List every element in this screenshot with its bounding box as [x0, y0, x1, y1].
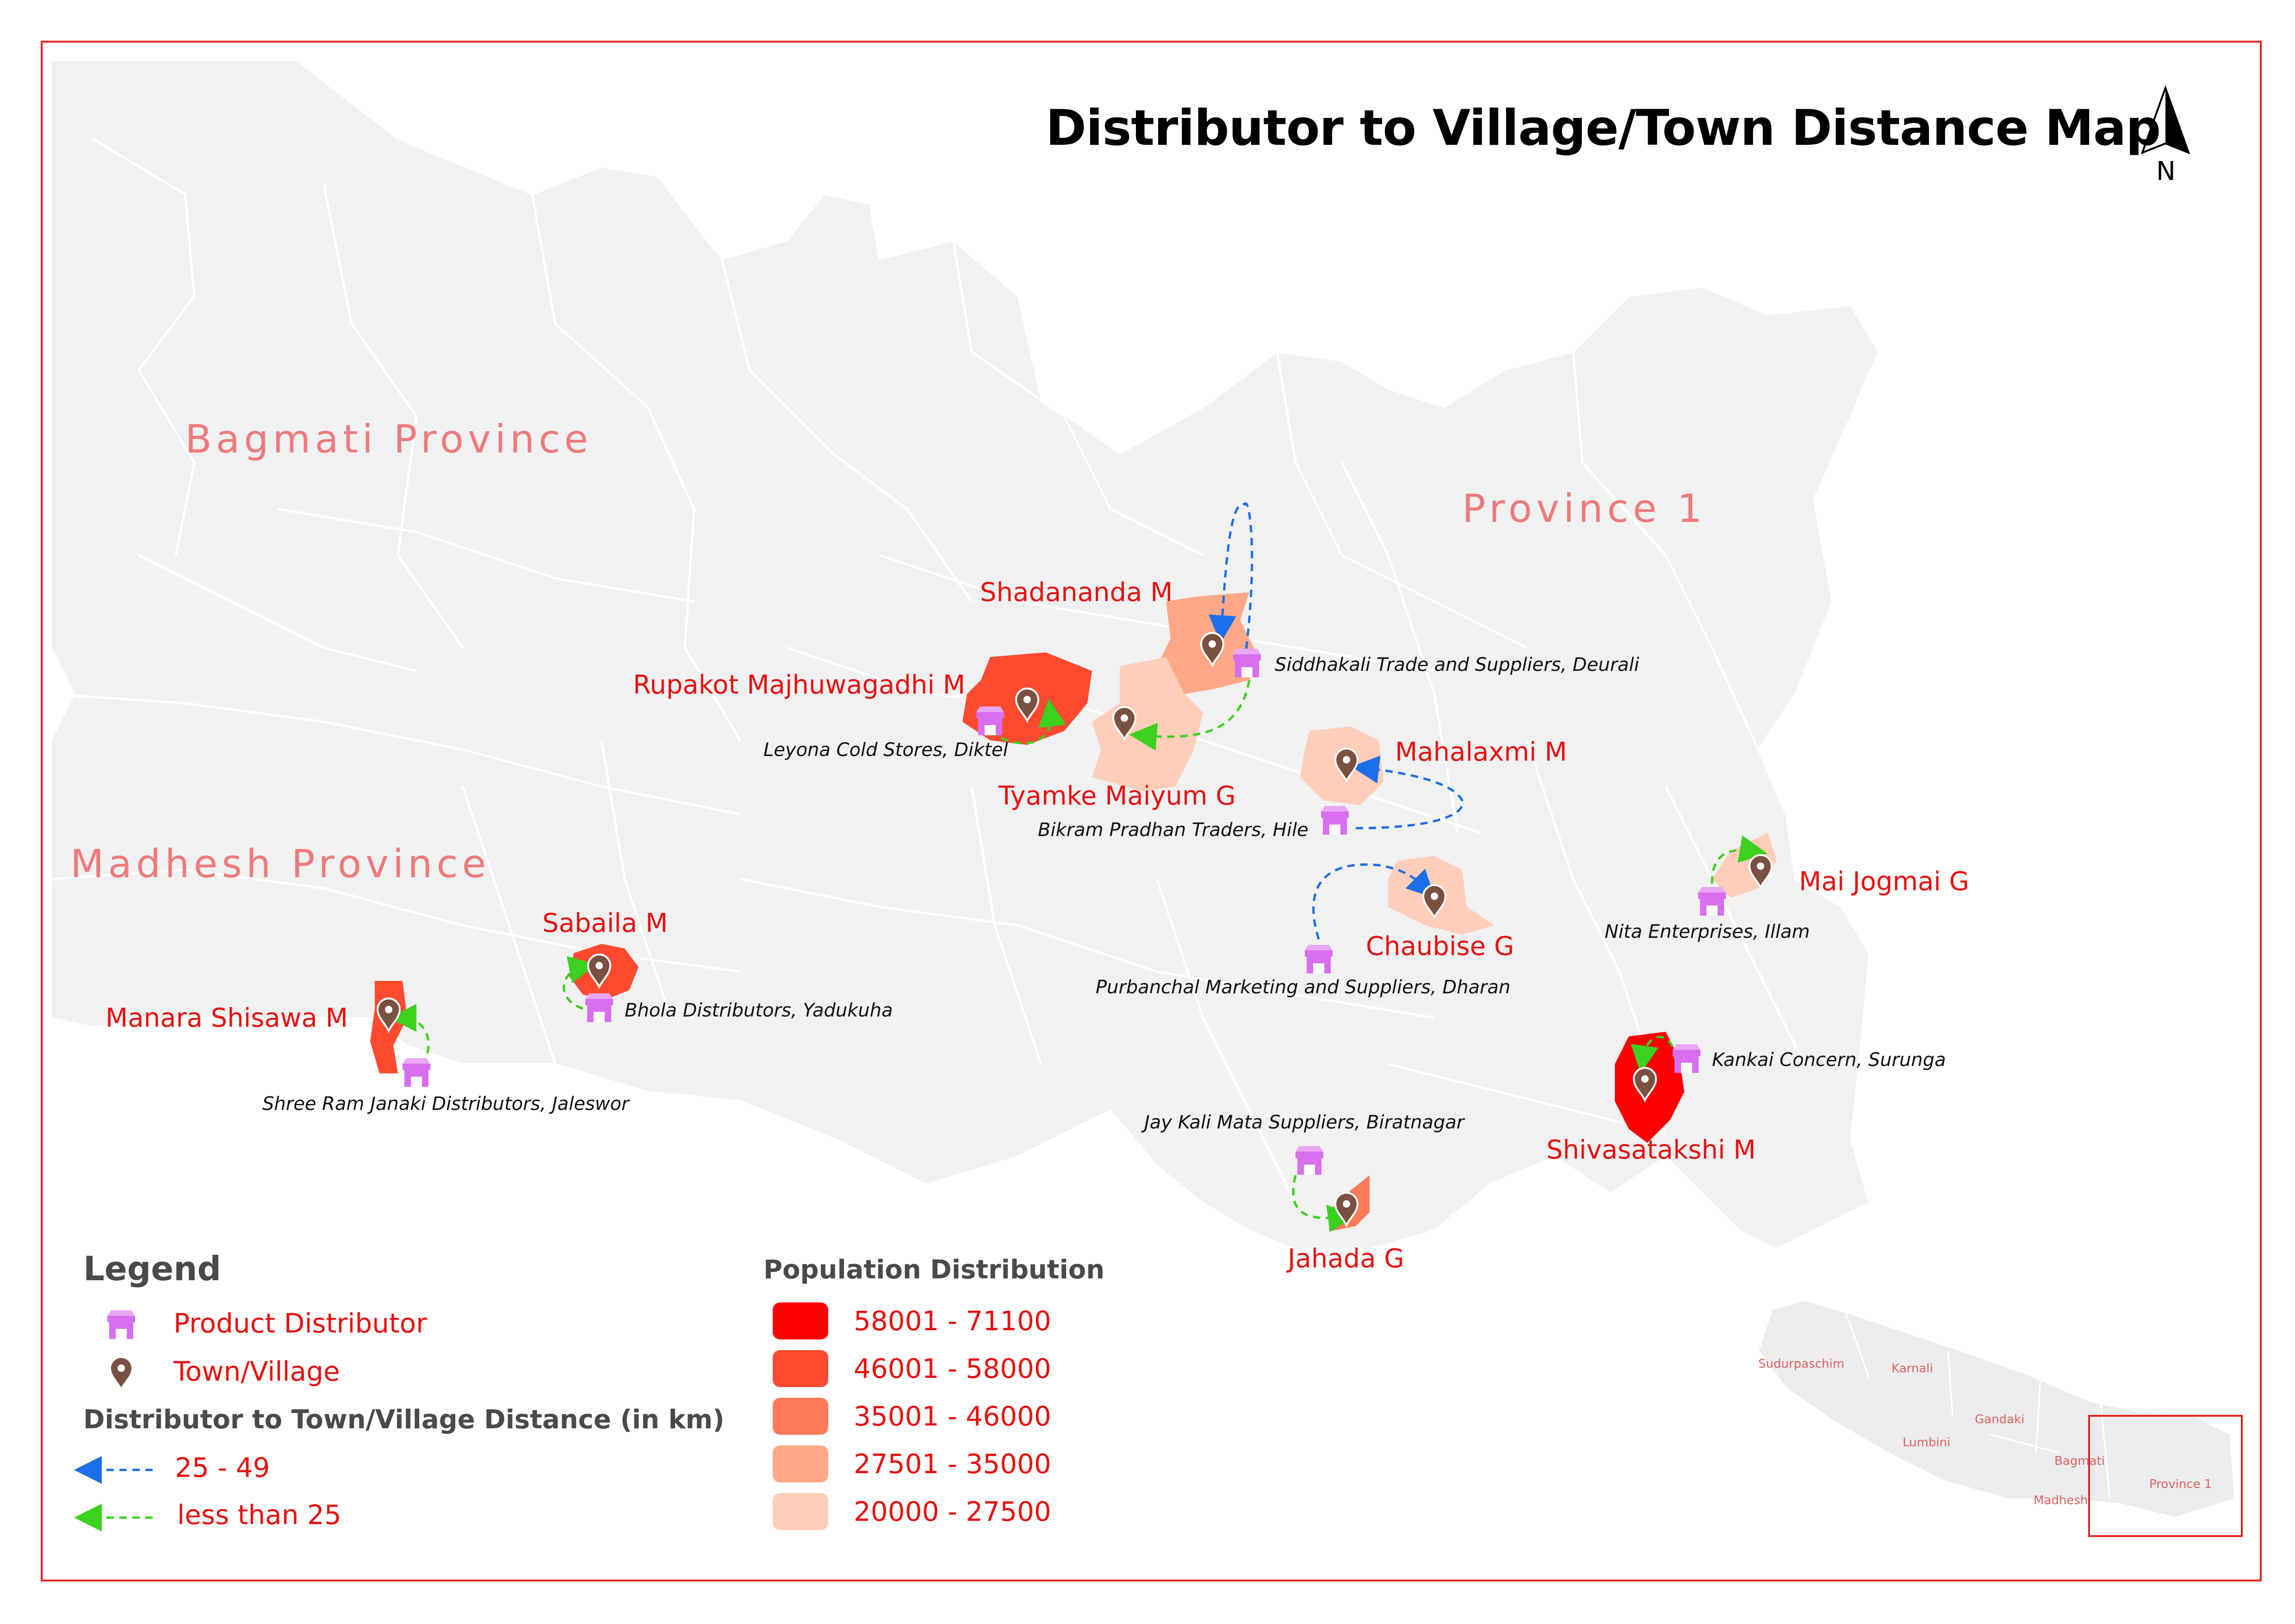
store-icon — [1698, 887, 1726, 916]
distributor-label-leyona: Leyona Cold Stores, Diktel — [763, 739, 1008, 761]
inset-label-sudurpaschim: Sudurpaschim — [1758, 1357, 1844, 1371]
distributor-label-shree-ram: Shree Ram Janaki Distributors, Jaleswor — [262, 1093, 629, 1115]
province-label-madhesh: Madhesh Province — [70, 841, 490, 886]
arrow-shreeram-manara — [389, 1004, 430, 1075]
store-icon — [976, 707, 1004, 735]
population-class-label: 27501 - 35000 — [854, 1448, 1051, 1480]
population-class-label: 35001 - 46000 — [854, 1401, 1051, 1432]
distributor-label-kankai: Kankai Concern, Surunga — [1712, 1049, 1946, 1071]
population-swatch — [773, 1493, 828, 1530]
population-class-label: 58001 - 71100 — [854, 1305, 1051, 1337]
distributor-label-bikram: Bikram Pradhan Traders, Hile — [1038, 819, 1309, 841]
distance-arrows — [389, 502, 1768, 1233]
legend-distance-heading: Distributor to Town/Village Distance (in… — [83, 1405, 725, 1435]
north-label: N — [2156, 156, 2176, 186]
place-label-chaubise: Chaubise G — [1366, 931, 1514, 961]
distributor-label-jay-kali: Jay Kali Mata Suppliers, Biratnagar — [1144, 1112, 1464, 1133]
place-label-shadananda: Shadananda M — [980, 577, 1173, 607]
place-label-sabaila: Sabaila M — [542, 908, 668, 938]
legend-label-near: less than 25 — [177, 1499, 341, 1531]
place-label-mai-jogmai: Mai Jogmai G — [1799, 867, 1969, 897]
population-swatch — [773, 1445, 828, 1482]
population-swatch — [773, 1398, 828, 1435]
map-pin-icon — [109, 1356, 133, 1390]
store-icon — [1296, 1146, 1323, 1175]
inset-label-madhesh: Madhesh — [2034, 1494, 2088, 1507]
arrow-bhola-sabaila — [563, 956, 597, 1010]
base-land — [50, 59, 1880, 1251]
inset-highlight-box — [2088, 1415, 2243, 1537]
population-class-label: 20000 - 27500 — [854, 1496, 1051, 1527]
population-class-label: 46001 - 58000 — [854, 1353, 1051, 1384]
place-label-tyamke: Tyamke Maiyum G — [999, 781, 1236, 811]
inset-map — [1757, 1299, 2243, 1537]
store-icon — [585, 993, 613, 1022]
arrow-siddhakali-tyamke — [1129, 680, 1251, 751]
store-icon — [107, 1310, 135, 1339]
store-icon — [1321, 806, 1349, 835]
place-label-mahalaxmi: Mahalaxmi M — [1395, 737, 1567, 767]
arrow-bikram-mahalaxmi — [1351, 756, 1464, 830]
inset-label-province1: Province 1 — [2149, 1477, 2212, 1491]
distributor-label-purbanchal: Purbanchal Marketing and Suppliers, Dhar… — [1096, 977, 1511, 998]
store-icon — [1305, 945, 1333, 973]
province-label-bagmati: Bagmati Province — [185, 416, 593, 462]
distributor-label-bhola: Bhola Distributors, Yadukuha — [625, 1000, 893, 1021]
store-icon — [1673, 1044, 1700, 1073]
north-arrow-icon — [2140, 85, 2190, 155]
distributor-label-nita: Nita Enterprises, Illam — [1605, 921, 1810, 942]
population-swatch — [773, 1302, 828, 1339]
map-title: Distributor to Village/Town Distance Map — [1046, 99, 2161, 156]
population-swatch — [773, 1350, 828, 1387]
population-heading: Population Distribution — [763, 1255, 1105, 1285]
inset-label-karnali: Karnali — [1892, 1362, 1933, 1376]
province-label-province1: Province 1 — [1462, 486, 1706, 531]
store-icon — [1233, 649, 1261, 677]
inset-label-bagmati: Bagmati — [2054, 1454, 2105, 1468]
place-label-rupakot: Rupakot Majhuwagadhi M — [633, 670, 966, 700]
distributor-label-siddhakali: Siddhakali Trade and Suppliers, Deurali — [1275, 654, 1639, 676]
legend-label-distributor: Product Distributor — [174, 1308, 427, 1339]
inset-label-lumbini: Lumbini — [1903, 1436, 1951, 1450]
arrow-siddhakali-shadananda — [1208, 502, 1253, 662]
arrow-purbanchal-chaubise — [1312, 863, 1435, 940]
legend-heading: Legend — [83, 1249, 221, 1288]
place-label-shivasatakshi: Shivasatakshi M — [1546, 1135, 1756, 1165]
arrow-leyona-rupakot — [989, 699, 1066, 744]
arrow-kankai-shivasatakshi — [1631, 1035, 1676, 1073]
legend-icons — [74, 1310, 153, 1531]
arrow-jaykali-jahada — [1292, 1175, 1356, 1233]
inset-label-gandaki: Gandaki — [1975, 1413, 2025, 1426]
place-label-manara: Manara Shisawa M — [105, 1003, 348, 1033]
legend-label-village: Town/Village — [174, 1356, 340, 1387]
store-icon — [403, 1058, 430, 1087]
place-label-jahada: Jahada G — [1288, 1244, 1404, 1274]
legend-label-far: 25 - 49 — [175, 1452, 270, 1483]
arrow-nita-maijogmai — [1711, 835, 1768, 884]
